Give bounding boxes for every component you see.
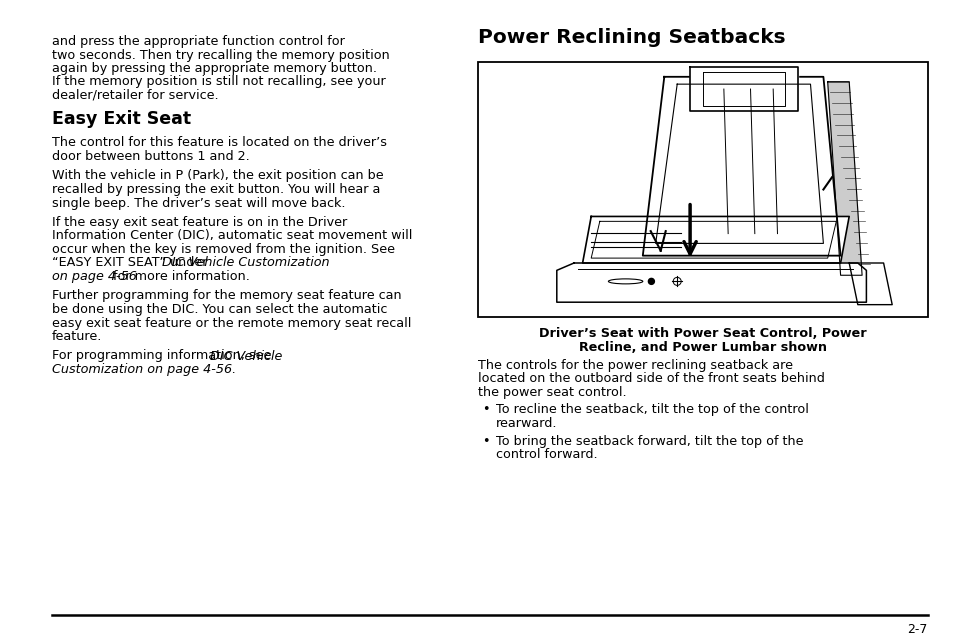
Text: DIC Vehicle: DIC Vehicle — [210, 350, 282, 362]
Text: be done using the DIC. You can select the automatic: be done using the DIC. You can select th… — [52, 303, 387, 316]
Text: With the vehicle in P (Park), the exit position can be: With the vehicle in P (Park), the exit p… — [52, 170, 383, 182]
Polygon shape — [827, 82, 862, 275]
Text: Customization on page 4-56.: Customization on page 4-56. — [52, 363, 236, 376]
Text: feature.: feature. — [52, 330, 102, 343]
Text: Information Center (DIC), automatic seat movement will: Information Center (DIC), automatic seat… — [52, 230, 412, 242]
Text: control forward.: control forward. — [496, 448, 597, 461]
Text: •: • — [481, 434, 489, 447]
Polygon shape — [848, 263, 891, 305]
Ellipse shape — [608, 279, 642, 284]
Text: for more information.: for more information. — [110, 270, 250, 283]
Text: door between buttons 1 and 2.: door between buttons 1 and 2. — [52, 150, 250, 163]
Text: single beep. The driver’s seat will move back.: single beep. The driver’s seat will move… — [52, 197, 345, 209]
Text: Driver’s Seat with Power Seat Control, Power: Driver’s Seat with Power Seat Control, P… — [538, 327, 866, 340]
Text: For programming information, see: For programming information, see — [52, 350, 275, 362]
Text: •: • — [481, 403, 489, 417]
Text: Power Reclining Seatbacks: Power Reclining Seatbacks — [477, 28, 785, 47]
Text: The controls for the power reclining seatback are: The controls for the power reclining sea… — [477, 359, 792, 372]
Text: The control for this feature is located on the driver’s: The control for this feature is located … — [52, 137, 387, 149]
Text: easy exit seat feature or the remote memory seat recall: easy exit seat feature or the remote mem… — [52, 316, 411, 329]
Text: the power seat control.: the power seat control. — [477, 386, 626, 399]
Text: To bring the seatback forward, tilt the top of the: To bring the seatback forward, tilt the … — [496, 434, 802, 447]
Text: and press the appropriate function control for: and press the appropriate function contr… — [52, 35, 345, 48]
Text: recalled by pressing the exit button. You will hear a: recalled by pressing the exit button. Yo… — [52, 183, 380, 196]
Text: 2-7: 2-7 — [906, 623, 927, 636]
Circle shape — [673, 278, 680, 285]
Text: occur when the key is removed from the ignition. See: occur when the key is removed from the i… — [52, 243, 395, 256]
Text: located on the outboard side of the front seats behind: located on the outboard side of the fron… — [477, 373, 824, 385]
Text: on page 4-56: on page 4-56 — [52, 270, 136, 283]
Text: If the memory position is still not recalling, see your: If the memory position is still not reca… — [52, 75, 385, 89]
Polygon shape — [689, 67, 797, 111]
Text: again by pressing the appropriate memory button.: again by pressing the appropriate memory… — [52, 62, 376, 75]
Text: dealer/retailer for service.: dealer/retailer for service. — [52, 89, 218, 102]
Text: If the easy exit seat feature is on in the Driver: If the easy exit seat feature is on in t… — [52, 216, 347, 229]
Text: Recline, and Power Lumbar shown: Recline, and Power Lumbar shown — [578, 341, 826, 354]
Polygon shape — [582, 216, 848, 263]
Text: To recline the seatback, tilt the top of the control: To recline the seatback, tilt the top of… — [496, 403, 808, 417]
Polygon shape — [557, 263, 865, 302]
Circle shape — [648, 278, 654, 285]
Text: two seconds. Then try recalling the memory position: two seconds. Then try recalling the memo… — [52, 48, 390, 61]
Polygon shape — [642, 77, 840, 256]
Text: rearward.: rearward. — [496, 417, 557, 430]
Text: Further programming for the memory seat feature can: Further programming for the memory seat … — [52, 290, 401, 302]
Text: “EASY EXIT SEAT” under: “EASY EXIT SEAT” under — [52, 256, 212, 269]
Text: DIC Vehicle Customization: DIC Vehicle Customization — [162, 256, 330, 269]
Bar — [477, 62, 927, 317]
Text: Easy Exit Seat: Easy Exit Seat — [52, 110, 191, 128]
